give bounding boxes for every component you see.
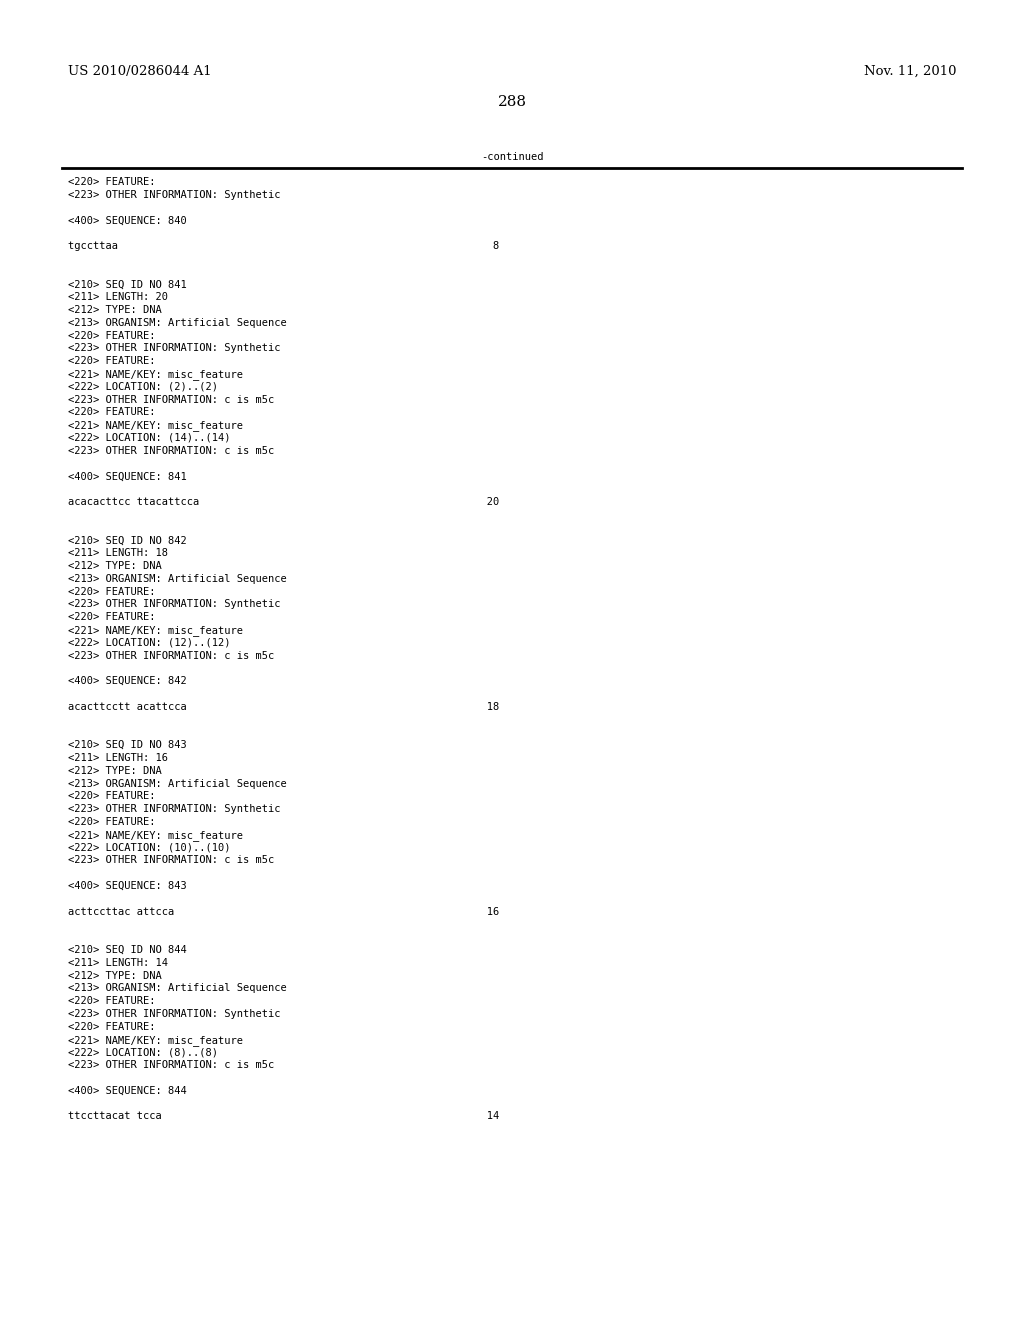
Text: <222> LOCATION: (12)..(12): <222> LOCATION: (12)..(12) <box>68 638 230 648</box>
Text: <221> NAME/KEY: misc_feature: <221> NAME/KEY: misc_feature <box>68 830 243 841</box>
Text: <223> OTHER INFORMATION: Synthetic: <223> OTHER INFORMATION: Synthetic <box>68 599 281 610</box>
Text: <212> TYPE: DNA: <212> TYPE: DNA <box>68 766 162 776</box>
Text: <221> NAME/KEY: misc_feature: <221> NAME/KEY: misc_feature <box>68 420 243 432</box>
Text: acacttcctt acattcca                                                18: acacttcctt acattcca 18 <box>68 702 500 711</box>
Text: <212> TYPE: DNA: <212> TYPE: DNA <box>68 561 162 572</box>
Text: <223> OTHER INFORMATION: Synthetic: <223> OTHER INFORMATION: Synthetic <box>68 1008 281 1019</box>
Text: US 2010/0286044 A1: US 2010/0286044 A1 <box>68 65 212 78</box>
Text: <223> OTHER INFORMATION: c is m5c: <223> OTHER INFORMATION: c is m5c <box>68 1060 274 1071</box>
Text: <223> OTHER INFORMATION: c is m5c: <223> OTHER INFORMATION: c is m5c <box>68 855 274 866</box>
Text: acttccttac attcca                                                  16: acttccttac attcca 16 <box>68 907 500 916</box>
Text: <223> OTHER INFORMATION: Synthetic: <223> OTHER INFORMATION: Synthetic <box>68 190 281 199</box>
Text: <213> ORGANISM: Artificial Sequence: <213> ORGANISM: Artificial Sequence <box>68 318 287 327</box>
Text: <220> FEATURE:: <220> FEATURE: <box>68 1022 156 1032</box>
Text: <400> SEQUENCE: 842: <400> SEQUENCE: 842 <box>68 676 186 686</box>
Text: <220> FEATURE:: <220> FEATURE: <box>68 792 156 801</box>
Text: <220> FEATURE:: <220> FEATURE: <box>68 586 156 597</box>
Text: <220> FEATURE:: <220> FEATURE: <box>68 612 156 622</box>
Text: <213> ORGANISM: Artificial Sequence: <213> ORGANISM: Artificial Sequence <box>68 779 287 788</box>
Text: <210> SEQ ID NO 842: <210> SEQ ID NO 842 <box>68 536 186 545</box>
Text: <220> FEATURE:: <220> FEATURE: <box>68 330 156 341</box>
Text: <220> FEATURE:: <220> FEATURE: <box>68 177 156 187</box>
Text: 288: 288 <box>498 95 526 110</box>
Text: <400> SEQUENCE: 840: <400> SEQUENCE: 840 <box>68 215 186 226</box>
Text: <213> ORGANISM: Artificial Sequence: <213> ORGANISM: Artificial Sequence <box>68 983 287 994</box>
Text: <223> OTHER INFORMATION: Synthetic: <223> OTHER INFORMATION: Synthetic <box>68 804 281 814</box>
Text: <223> OTHER INFORMATION: c is m5c: <223> OTHER INFORMATION: c is m5c <box>68 395 274 405</box>
Text: <211> LENGTH: 14: <211> LENGTH: 14 <box>68 958 168 968</box>
Text: <222> LOCATION: (10)..(10): <222> LOCATION: (10)..(10) <box>68 842 230 853</box>
Text: <221> NAME/KEY: misc_feature: <221> NAME/KEY: misc_feature <box>68 624 243 636</box>
Text: <400> SEQUENCE: 843: <400> SEQUENCE: 843 <box>68 880 186 891</box>
Text: <400> SEQUENCE: 844: <400> SEQUENCE: 844 <box>68 1086 186 1096</box>
Text: <223> OTHER INFORMATION: c is m5c: <223> OTHER INFORMATION: c is m5c <box>68 446 274 455</box>
Text: <211> LENGTH: 18: <211> LENGTH: 18 <box>68 548 168 558</box>
Text: <221> NAME/KEY: misc_feature: <221> NAME/KEY: misc_feature <box>68 1035 243 1045</box>
Text: <213> ORGANISM: Artificial Sequence: <213> ORGANISM: Artificial Sequence <box>68 574 287 583</box>
Text: <210> SEQ ID NO 843: <210> SEQ ID NO 843 <box>68 741 186 750</box>
Text: <210> SEQ ID NO 844: <210> SEQ ID NO 844 <box>68 945 186 954</box>
Text: <222> LOCATION: (14)..(14): <222> LOCATION: (14)..(14) <box>68 433 230 444</box>
Text: <220> FEATURE:: <220> FEATURE: <box>68 817 156 828</box>
Text: ttccttacat tcca                                                    14: ttccttacat tcca 14 <box>68 1111 500 1122</box>
Text: <222> LOCATION: (2)..(2): <222> LOCATION: (2)..(2) <box>68 381 218 392</box>
Text: <221> NAME/KEY: misc_feature: <221> NAME/KEY: misc_feature <box>68 370 243 380</box>
Text: <400> SEQUENCE: 841: <400> SEQUENCE: 841 <box>68 471 186 482</box>
Text: <220> FEATURE:: <220> FEATURE: <box>68 997 156 1006</box>
Text: Nov. 11, 2010: Nov. 11, 2010 <box>863 65 956 78</box>
Text: <220> FEATURE:: <220> FEATURE: <box>68 408 156 417</box>
Text: tgccttaa                                                            8: tgccttaa 8 <box>68 242 500 251</box>
Text: acacacttcc ttacattcca                                              20: acacacttcc ttacattcca 20 <box>68 498 500 507</box>
Text: <210> SEQ ID NO 841: <210> SEQ ID NO 841 <box>68 280 186 289</box>
Text: <220> FEATURE:: <220> FEATURE: <box>68 356 156 366</box>
Text: <211> LENGTH: 16: <211> LENGTH: 16 <box>68 752 168 763</box>
Text: -continued: -continued <box>480 152 544 162</box>
Text: <222> LOCATION: (8)..(8): <222> LOCATION: (8)..(8) <box>68 1047 218 1057</box>
Text: <212> TYPE: DNA: <212> TYPE: DNA <box>68 305 162 315</box>
Text: <223> OTHER INFORMATION: Synthetic: <223> OTHER INFORMATION: Synthetic <box>68 343 281 354</box>
Text: <212> TYPE: DNA: <212> TYPE: DNA <box>68 970 162 981</box>
Text: <211> LENGTH: 20: <211> LENGTH: 20 <box>68 292 168 302</box>
Text: <223> OTHER INFORMATION: c is m5c: <223> OTHER INFORMATION: c is m5c <box>68 651 274 660</box>
